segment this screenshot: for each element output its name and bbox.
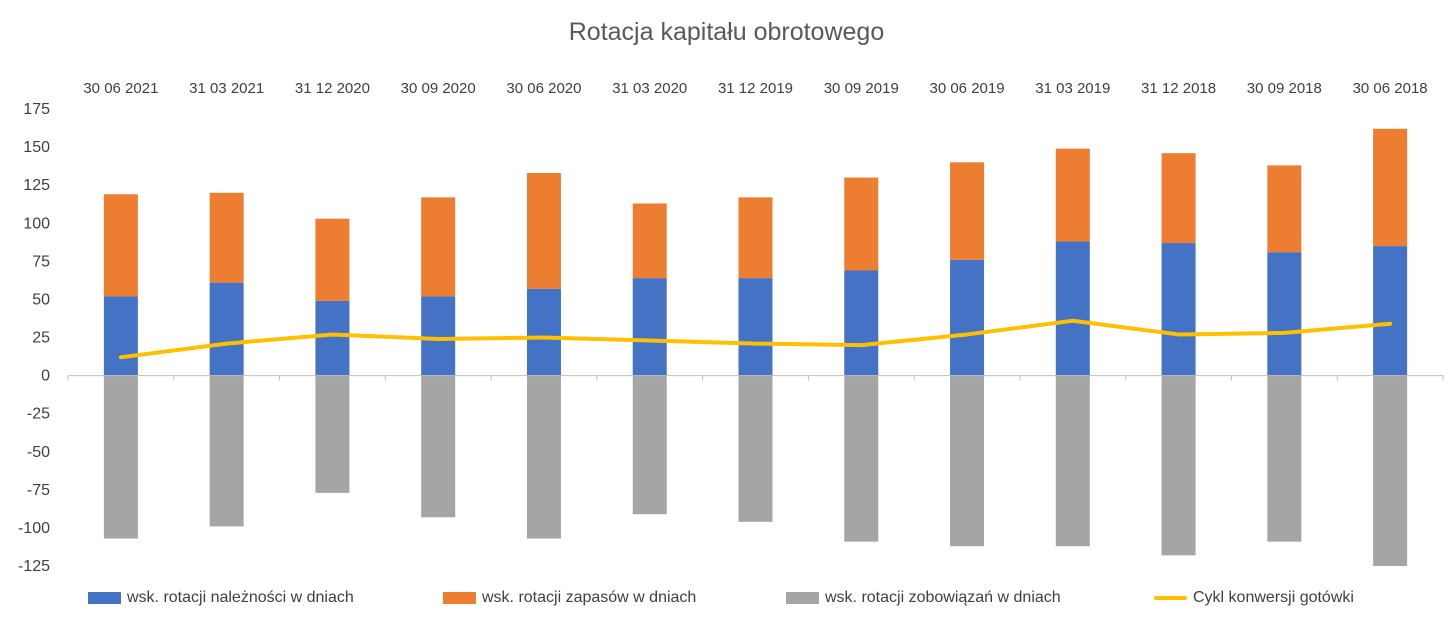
x-tick-label: 30 06 2018 <box>1353 80 1428 97</box>
bar-series1-6 <box>738 197 773 279</box>
bar-series2-4 <box>526 375 561 539</box>
bar-series0-8 <box>950 259 985 376</box>
bar-series2-6 <box>738 375 773 522</box>
bar-series2-5 <box>632 375 667 515</box>
bar-series2-9 <box>1055 375 1090 547</box>
chart-plot: 175 150 125 100 75 50 25 0 -25 -50 -75 -100 -125 30 … <box>18 80 1444 575</box>
bar-series0-11 <box>1267 252 1302 376</box>
x-axis-labels: 30 06 2021 31 03 2021 31 12 2020 30 09 2020… <box>83 80 1427 97</box>
line-series <box>118 318 1393 360</box>
bar-series0-12 <box>1373 246 1408 376</box>
legend-swatch-zobowiazania <box>786 592 819 604</box>
bar-series2-1 <box>209 375 244 527</box>
bar-series1-3 <box>421 197 456 297</box>
x-tick-label: 31 12 2018 <box>1141 80 1216 97</box>
y-tick-label: 100 <box>23 215 50 232</box>
bar-series0-9 <box>1055 241 1090 376</box>
bar-series2-3 <box>421 375 456 518</box>
legend-label-cykl: Cykl konwersji gotówki <box>1193 589 1354 606</box>
x-tick-label: 30 06 2019 <box>929 80 1004 97</box>
legend-item-zobowiazania: wsk. rotacji zobowiązań w dniach <box>786 589 1061 607</box>
bar-series0-6 <box>738 278 773 376</box>
y-tick-label: 75 <box>32 253 50 270</box>
legend-label-zobowiazania: wsk. rotacji zobowiązań w dniach <box>825 589 1061 606</box>
y-tick-label: 25 <box>32 330 50 347</box>
bar-series1-12 <box>1373 128 1408 247</box>
y-tick-label: 125 <box>23 177 50 194</box>
y-tick-label: 0 <box>41 368 50 385</box>
bar-series1-1 <box>209 192 244 283</box>
y-tick-label: 150 <box>23 139 50 156</box>
x-tick-label: 30 09 2020 <box>401 80 476 97</box>
x-tick-label: 30 09 2019 <box>824 80 899 97</box>
legend-item-zapasy: wsk. rotacji zapasów w dniach <box>443 589 696 607</box>
bar-series0-1 <box>209 282 244 376</box>
legend-swatch-zapasy <box>443 592 476 604</box>
legend-label-naleznosci: wsk. rotacji należności w dniach <box>127 589 354 606</box>
bar-series0-4 <box>526 288 561 376</box>
bar-series1-9 <box>1055 148 1090 242</box>
bar-series2-10 <box>1161 375 1196 556</box>
bar-series1-10 <box>1161 153 1196 244</box>
bar-series0-10 <box>1161 243 1196 376</box>
bar-series0-2 <box>315 300 350 376</box>
bar-series1-5 <box>632 203 667 279</box>
bar-series2-0 <box>103 375 138 539</box>
bar-series1-2 <box>315 218 350 301</box>
chart-title: Rotacja kapitału obrotowego <box>568 18 885 46</box>
y-tick-label: -50 <box>27 444 50 461</box>
y-tick-label: -125 <box>18 558 50 575</box>
x-tick-label: 30 09 2018 <box>1247 80 1322 97</box>
bar-series0-3 <box>421 296 456 376</box>
x-tick-label: 30 06 2020 <box>506 80 581 97</box>
y-tick-label: -25 <box>27 406 50 423</box>
bar-series1-7 <box>844 177 879 271</box>
bar-series0-0 <box>103 296 138 376</box>
x-tick-label: 30 06 2021 <box>83 80 158 97</box>
y-tick-label: 175 <box>23 101 50 118</box>
bar-series1-11 <box>1267 165 1302 253</box>
legend-item-naleznosci: wsk. rotacji należności w dniach <box>88 589 354 607</box>
bar-series1-0 <box>103 194 138 297</box>
bar-series2-7 <box>844 375 879 542</box>
bar-series0-5 <box>632 278 667 376</box>
bar-series <box>103 128 1408 566</box>
legend-item-cykl: Cykl konwersji gotówki <box>1154 589 1354 607</box>
x-tick-label: 31 03 2020 <box>612 80 687 97</box>
bar-series1-8 <box>950 162 985 260</box>
y-tick-label: -100 <box>18 520 50 537</box>
bar-series2-12 <box>1373 375 1408 566</box>
bar-series2-11 <box>1267 375 1302 542</box>
legend-swatch-naleznosci <box>88 592 121 604</box>
x-tick-label: 31 03 2021 <box>189 80 264 97</box>
bar-series2-8 <box>950 375 985 547</box>
y-axis-ticks: 175 150 125 100 75 50 25 0 -25 -50 -75 -100 -125 <box>18 101 50 575</box>
y-tick-label: -75 <box>27 482 50 499</box>
legend: wsk. rotacji należności w dniach wsk. ro… <box>0 589 1453 613</box>
bar-series0-7 <box>844 270 879 376</box>
bar-series1-4 <box>526 172 561 289</box>
x-tick-label: 31 03 2019 <box>1035 80 1110 97</box>
legend-label-zapasy: wsk. rotacji zapasów w dniach <box>482 589 697 606</box>
x-tick-label: 31 12 2020 <box>295 80 370 97</box>
legend-line-cykl <box>1154 596 1187 600</box>
bar-series2-2 <box>315 375 350 493</box>
x-tick-label: 31 12 2019 <box>718 80 793 97</box>
zero-axis <box>67 375 1444 381</box>
y-tick-label: 50 <box>32 291 50 308</box>
